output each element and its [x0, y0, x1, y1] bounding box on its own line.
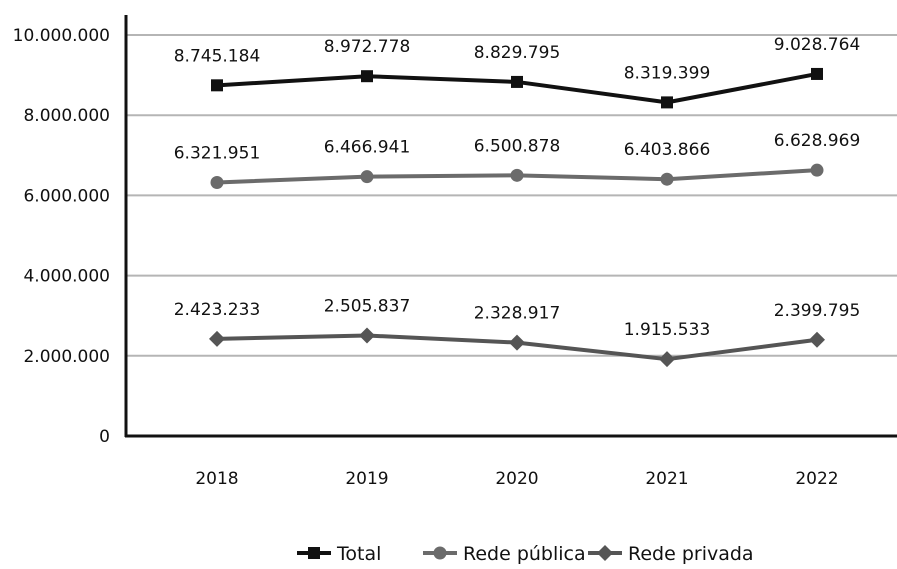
axes	[124, 15, 897, 438]
data-point	[210, 175, 224, 189]
legend-marker	[308, 547, 320, 559]
legend: Total Rede pública Rede privada	[297, 543, 754, 565]
data-label: 2.423.233	[174, 300, 261, 320]
data-label: 2.328.917	[474, 304, 561, 324]
data-label: 6.466.941	[324, 138, 411, 158]
series-total	[211, 67, 823, 109]
legend-item: Rede pública	[423, 543, 586, 565]
data-point	[659, 351, 675, 368]
data-label: 8.319.399	[624, 63, 711, 83]
data-point	[509, 334, 525, 351]
y-tick-label: 8.000.000	[23, 106, 110, 126]
data-point	[360, 170, 374, 184]
x-tick-label: 2021	[645, 469, 688, 489]
data-point	[209, 330, 225, 347]
data-point	[359, 327, 375, 344]
y-tick-label: 0	[99, 427, 110, 447]
data-point	[511, 75, 523, 88]
x-tick-label: 2020	[495, 469, 538, 489]
y-tick-label: 4.000.000	[23, 267, 110, 287]
data-label: 9.028.764	[774, 35, 861, 55]
data-point	[211, 79, 223, 92]
y-tick-label: 2.000.000	[23, 347, 110, 367]
x-tick-labels: 2018 2019 2020 2021 2022	[195, 469, 838, 489]
series-lines	[209, 67, 825, 368]
series-rede-privada	[209, 327, 825, 368]
legend-item: Total	[297, 543, 381, 565]
data-point	[811, 67, 823, 80]
data-point	[661, 96, 673, 109]
x-tick-label: 2018	[195, 469, 238, 489]
legend-label: Rede pública	[463, 543, 586, 565]
data-label: 2.505.837	[324, 297, 411, 317]
data-label: 8.829.795	[474, 43, 561, 63]
legend-marker	[433, 546, 447, 560]
data-point	[510, 168, 524, 182]
data-label: 6.321.951	[174, 143, 261, 163]
data-point	[810, 163, 824, 177]
legend-marker	[597, 545, 613, 561]
data-point	[361, 70, 373, 83]
data-label: 2.399.795	[774, 301, 861, 321]
data-point	[809, 331, 825, 348]
data-labels: 8.745.184 8.972.778 8.829.795 8.319.399 9.02…	[174, 35, 861, 340]
y-tick-labels: 0 2.000.000 4.000.000 6.000.000 8.000.000 10.…	[13, 26, 110, 447]
data-point	[660, 172, 674, 186]
y-tick-label: 10.000.000	[13, 26, 110, 46]
data-label: 1.915.533	[624, 320, 711, 340]
data-label: 6.500.878	[474, 136, 561, 156]
data-label: 8.745.184	[174, 46, 261, 66]
y-tick-label: 6.000.000	[23, 186, 110, 206]
data-label: 6.403.866	[624, 140, 711, 160]
legend-label: Rede privada	[628, 543, 754, 565]
legend-item: Rede privada	[588, 543, 754, 565]
gridlines	[126, 34, 897, 357]
data-label: 8.972.778	[324, 37, 411, 57]
series-rede-p-blica	[210, 163, 824, 189]
data-label: 6.628.969	[774, 131, 861, 151]
x-tick-label: 2022	[795, 469, 838, 489]
x-tick-label: 2019	[345, 469, 388, 489]
legend-label: Total	[336, 543, 381, 565]
